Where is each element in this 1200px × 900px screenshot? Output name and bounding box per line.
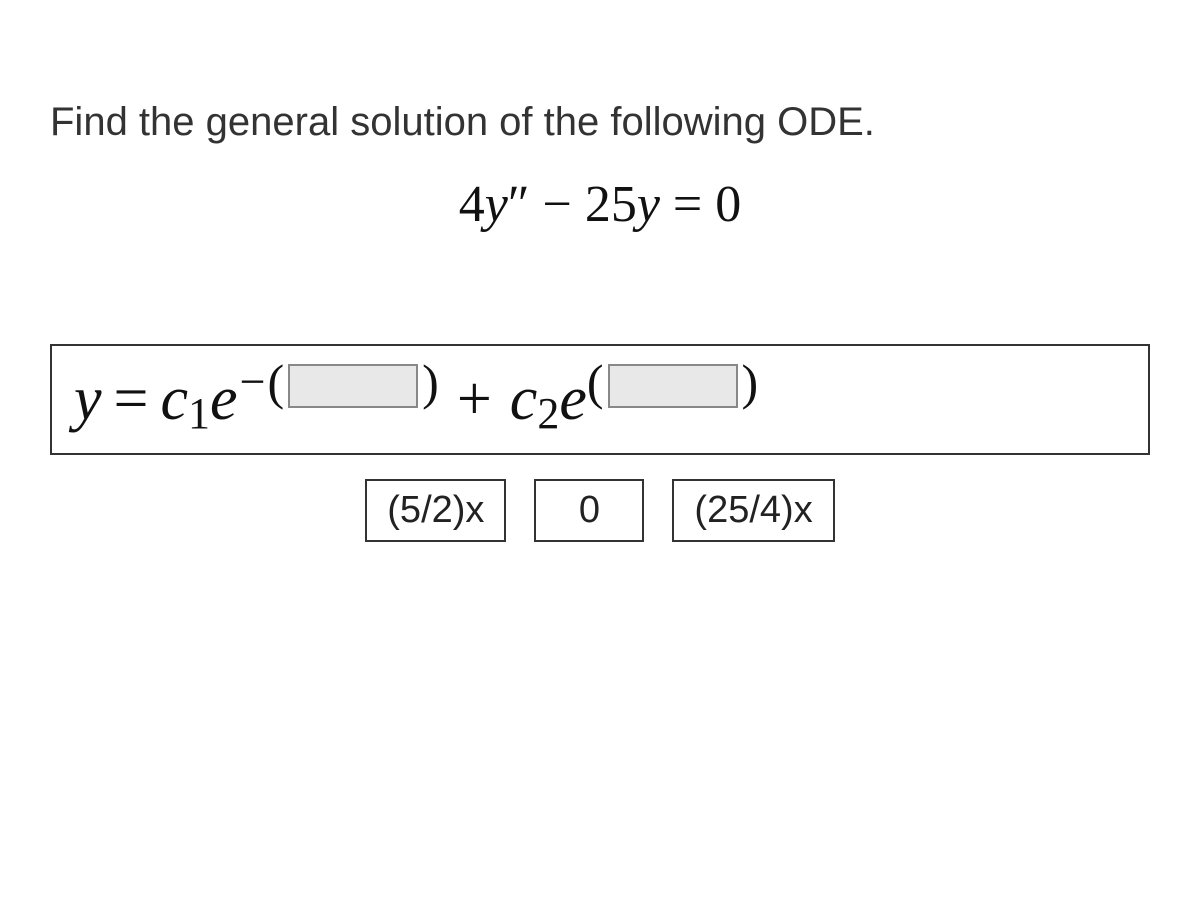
solution-template: y = c1e−() + c2e() <box>50 344 1150 455</box>
sol-sub2: 2 <box>537 388 559 439</box>
option-2[interactable]: 0 <box>534 479 644 542</box>
exponent-2: () <box>587 353 758 411</box>
eq-equals: = <box>660 176 715 233</box>
question-prompt: Find the general solution of the followi… <box>50 100 1150 145</box>
blank-2[interactable] <box>608 364 738 408</box>
sol-e1: e <box>210 364 238 435</box>
sol-plus: + <box>457 364 492 435</box>
sol-y: y <box>74 364 102 435</box>
exp1-minus: − <box>240 355 266 408</box>
ode-equation: 4y″ − 25y = 0 <box>50 175 1150 234</box>
option-1[interactable]: (5/2)x <box>365 479 506 542</box>
blank-1[interactable] <box>288 364 418 408</box>
exp1-rparen: ) <box>422 353 439 411</box>
exponent-1: −() <box>238 353 439 411</box>
eq-var1: y <box>485 176 508 233</box>
sol-c1: c <box>161 364 189 435</box>
sol-e2: e <box>559 364 587 435</box>
exp1-lparen: ( <box>268 353 285 411</box>
sol-sub1: 1 <box>188 388 210 439</box>
answer-options: (5/2)x 0 (25/4)x <box>50 479 1150 542</box>
sol-c2: c <box>510 364 538 435</box>
option-3[interactable]: (25/4)x <box>672 479 834 542</box>
exp2-rparen: ) <box>742 353 759 411</box>
eq-coef1: 4 <box>459 176 485 233</box>
eq-prime: ″ <box>508 176 530 233</box>
exp2-lparen: ( <box>587 353 604 411</box>
eq-minus: − <box>530 176 585 233</box>
sol-eq: = <box>114 364 149 435</box>
eq-coef2: 25 <box>585 176 637 233</box>
eq-rhs: 0 <box>715 176 741 233</box>
eq-var2: y <box>637 176 660 233</box>
